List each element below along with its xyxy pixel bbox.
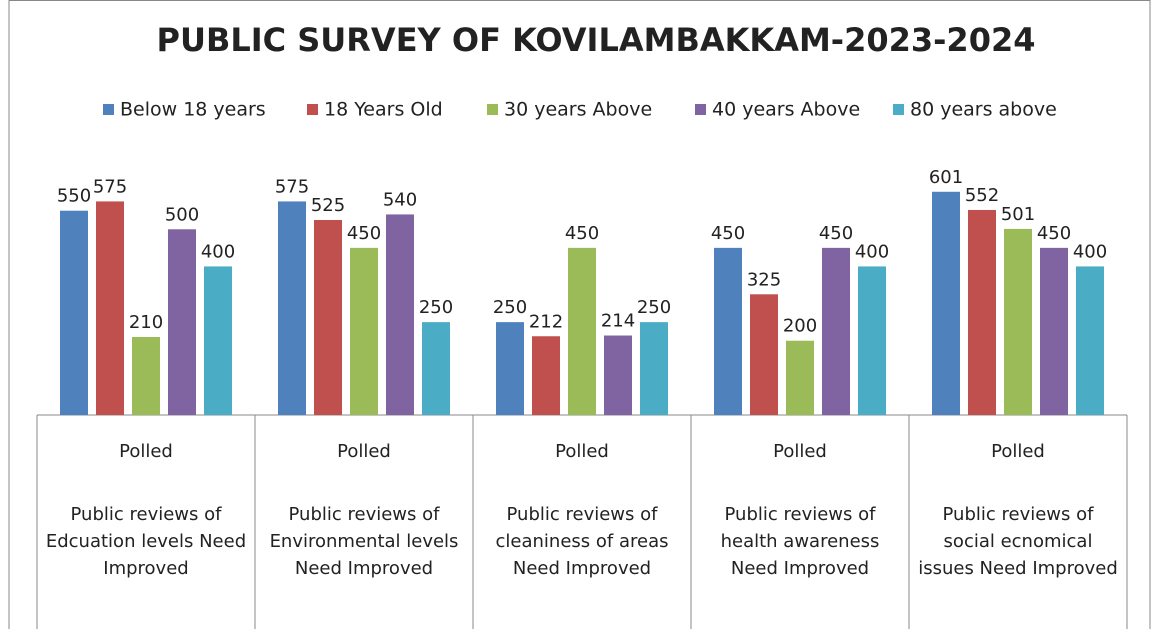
legend-label: 18 Years Old <box>324 99 443 121</box>
subcategory-label: Polled <box>773 441 827 462</box>
category-label: Public reviews of health awareness Need … <box>720 504 880 579</box>
legend-label: 80 years above <box>910 99 1057 121</box>
legend-swatch <box>487 104 498 115</box>
bar <box>204 266 232 415</box>
bar <box>60 210 88 415</box>
data-label: 400 <box>201 241 235 262</box>
bar <box>96 201 124 415</box>
chart-border <box>8 0 1151 629</box>
bar <box>714 247 742 415</box>
bar <box>858 266 886 415</box>
legend-label: Below 18 years <box>120 99 266 121</box>
legend-label: 30 years Above <box>504 99 652 121</box>
bar <box>1004 228 1032 415</box>
category-label: Public reviews of Edcuation levels Need … <box>45 504 247 579</box>
bar <box>568 247 596 415</box>
data-label: 601 <box>929 167 963 188</box>
data-label: 450 <box>1037 223 1071 244</box>
bar <box>314 220 342 415</box>
subcategory-label: Polled <box>555 441 609 462</box>
bar <box>932 191 960 415</box>
bar <box>532 336 560 415</box>
data-label: 210 <box>129 312 163 333</box>
data-label: 400 <box>855 241 889 262</box>
data-label: 575 <box>275 176 309 197</box>
subcategory-label: Polled <box>337 441 391 462</box>
bar <box>422 322 450 415</box>
data-label: 250 <box>637 297 671 318</box>
bar <box>1076 266 1104 415</box>
data-label: 200 <box>783 316 817 337</box>
category-label: Public reviews of cleaniness of areas Ne… <box>495 504 669 579</box>
bar <box>132 337 160 415</box>
bar <box>386 214 414 415</box>
chart-title: PUBLIC SURVEY OF KOVILAMBAKKAM-2023-2024 <box>157 21 1036 59</box>
data-label: 214 <box>601 311 635 332</box>
legend-label: 40 years Above <box>712 99 860 121</box>
subcategory-label: Polled <box>119 441 173 462</box>
data-label: 450 <box>711 223 745 244</box>
bar <box>786 340 814 415</box>
data-label: 450 <box>565 223 599 244</box>
legend-swatch <box>893 104 904 115</box>
data-label: 250 <box>419 297 453 318</box>
data-label: 450 <box>347 223 381 244</box>
bar <box>350 247 378 415</box>
data-label: 501 <box>1001 204 1035 225</box>
data-label: 250 <box>493 297 527 318</box>
bar <box>750 294 778 415</box>
category-label: Public reviews of Environmental levels N… <box>269 504 459 579</box>
data-label: 525 <box>311 195 345 216</box>
data-label: 500 <box>165 204 199 225</box>
bar <box>604 335 632 415</box>
bar <box>968 209 996 415</box>
data-label: 325 <box>747 269 781 290</box>
bar <box>168 229 196 415</box>
data-label: 540 <box>383 189 417 210</box>
bar <box>496 322 524 415</box>
bar <box>278 201 306 415</box>
legend-swatch <box>695 104 706 115</box>
data-label: 552 <box>965 185 999 206</box>
legend-swatch <box>307 104 318 115</box>
data-label: 550 <box>57 186 91 207</box>
subcategory-label: Polled <box>991 441 1045 462</box>
data-label: 400 <box>1073 241 1107 262</box>
bar <box>640 322 668 415</box>
legend-swatch <box>103 104 114 115</box>
bar <box>822 247 850 415</box>
data-label: 212 <box>529 311 563 332</box>
data-label: 575 <box>93 176 127 197</box>
category-label: Public reviews of social ecnomical issue… <box>918 504 1118 579</box>
data-label: 450 <box>819 223 853 244</box>
bar <box>1040 247 1068 415</box>
